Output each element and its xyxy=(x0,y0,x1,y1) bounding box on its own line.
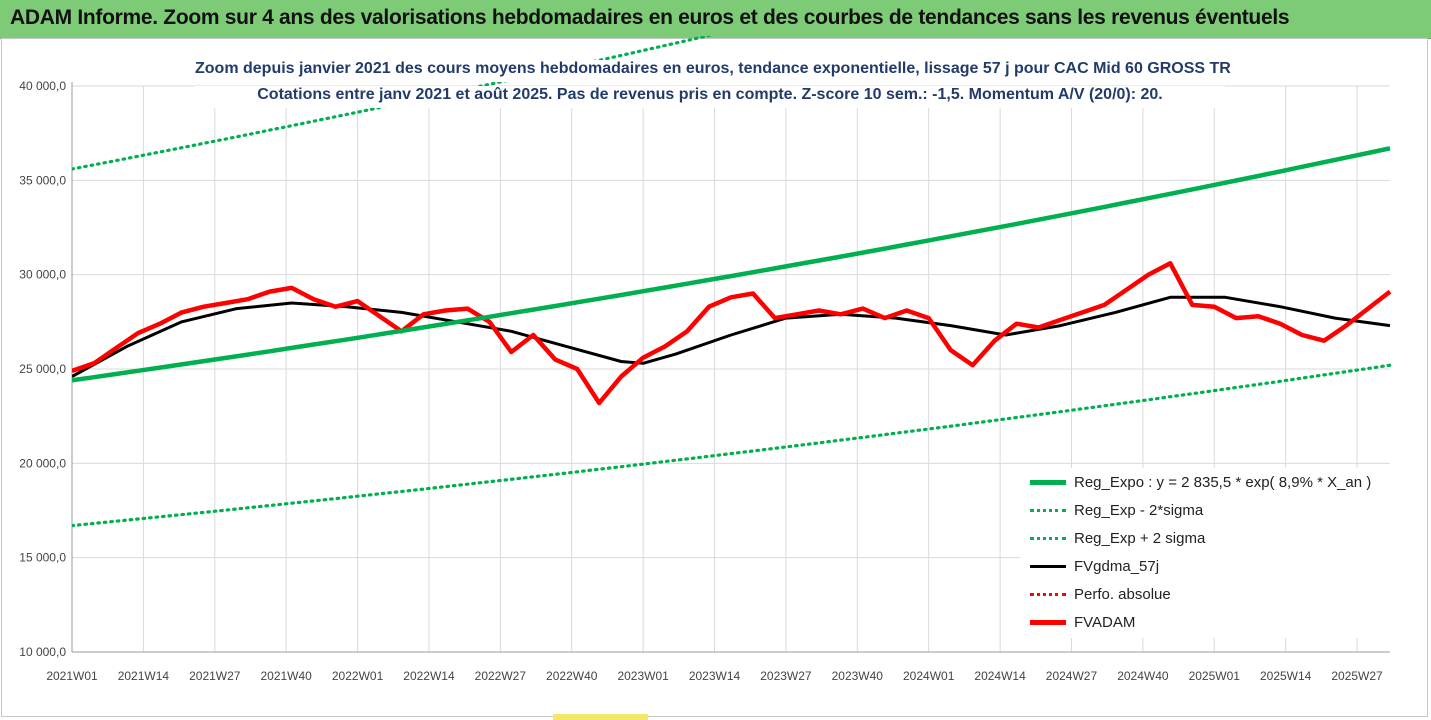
legend-swatch xyxy=(1030,564,1066,568)
legend-label: Reg_Exp - 2*sigma xyxy=(1074,501,1204,519)
x-tick-label: 2022W14 xyxy=(403,669,455,683)
x-tick-label: 2025W27 xyxy=(1331,669,1383,683)
x-tick-label: 2023W14 xyxy=(689,669,741,683)
x-tick-label: 2024W27 xyxy=(1046,669,1098,683)
legend-swatch xyxy=(1030,508,1066,512)
legend-label: FVADAM xyxy=(1074,613,1136,631)
bottom-highlight xyxy=(553,714,648,720)
x-tick-label: 2025W14 xyxy=(1260,669,1312,683)
y-tick-label: 15 000,0 xyxy=(19,551,66,565)
legend-item: FVgdma_57j xyxy=(1030,556,1159,576)
legend-item: Reg_Exp - 2*sigma xyxy=(1030,500,1203,520)
y-tick-label: 40 000,0 xyxy=(19,79,66,93)
y-tick-label: 20 000,0 xyxy=(19,456,66,470)
x-tick-label: 2024W40 xyxy=(1117,669,1169,683)
x-tick-label: 2021W14 xyxy=(118,669,170,683)
x-tick-label: 2021W27 xyxy=(189,669,241,683)
legend-label: FVgdma_57j xyxy=(1074,557,1160,575)
legend-label: Reg_Expo : y = 2 835,5 * exp( 8,9% * X_a… xyxy=(1074,473,1372,491)
x-tick-label: 2025W01 xyxy=(1189,669,1241,683)
series-line-0 xyxy=(72,146,1391,383)
chart-frame xyxy=(1,38,1428,717)
x-tick-label: 2022W27 xyxy=(475,669,527,683)
chart-title: Zoom depuis janvier 2021 des cours moyen… xyxy=(195,60,1231,82)
header-bar: ADAM Informe. Zoom sur 4 ans des valoris… xyxy=(0,0,1431,39)
x-tick-label: 2021W01 xyxy=(46,669,98,683)
x-tick-label: 2023W01 xyxy=(617,669,669,683)
legend-label: Perfo. absolue xyxy=(1074,585,1171,603)
legend-item: FVADAM xyxy=(1030,612,1135,632)
y-tick-label: 25 000,0 xyxy=(19,362,66,376)
chart-subtitle: Cotations entre janv 2021 et août 2025. … xyxy=(195,86,1225,108)
legend-item: Reg_Exp + 2 sigma xyxy=(1030,528,1205,548)
page-title: ADAM Informe. Zoom sur 4 ans des valoris… xyxy=(10,6,1290,29)
x-tick-label: 2023W27 xyxy=(760,669,812,683)
x-tick-label: 2024W01 xyxy=(903,669,955,683)
axes: 10 000,0 15 000,0 20 000,0 25 000,0 30 000,0… xyxy=(19,79,1390,683)
series-line-5 xyxy=(72,261,1392,406)
series-layer xyxy=(72,36,1392,528)
legend-item: Perfo. absolue xyxy=(1030,584,1171,604)
legend-swatch xyxy=(1030,592,1066,596)
legend: Reg_Expo : y = 2 835,5 * exp( 8,9% * X_a… xyxy=(1020,468,1400,638)
series-line-1 xyxy=(72,363,1392,528)
x-tick-label: 2022W40 xyxy=(546,669,598,683)
legend-label: Reg_Exp + 2 sigma xyxy=(1074,529,1206,547)
x-tick-label: 2024W14 xyxy=(974,669,1026,683)
x-tick-label: 2021W40 xyxy=(260,669,312,683)
legend-item: Reg_Expo : y = 2 835,5 * exp( 8,9% * X_a… xyxy=(1030,472,1371,492)
y-tick-label: 10 000,0 xyxy=(19,645,66,659)
series-line-3 xyxy=(72,295,1391,378)
legend-swatch xyxy=(1030,536,1066,540)
x-tick-label: 2023W40 xyxy=(832,669,884,683)
y-tick-label: 30 000,0 xyxy=(19,268,66,282)
x-tick-label: 2022W01 xyxy=(332,669,384,683)
y-tick-label: 35 000,0 xyxy=(19,173,66,187)
legend-swatch xyxy=(1030,479,1066,485)
legend-swatch xyxy=(1030,619,1066,625)
series-line-2 xyxy=(72,36,715,171)
